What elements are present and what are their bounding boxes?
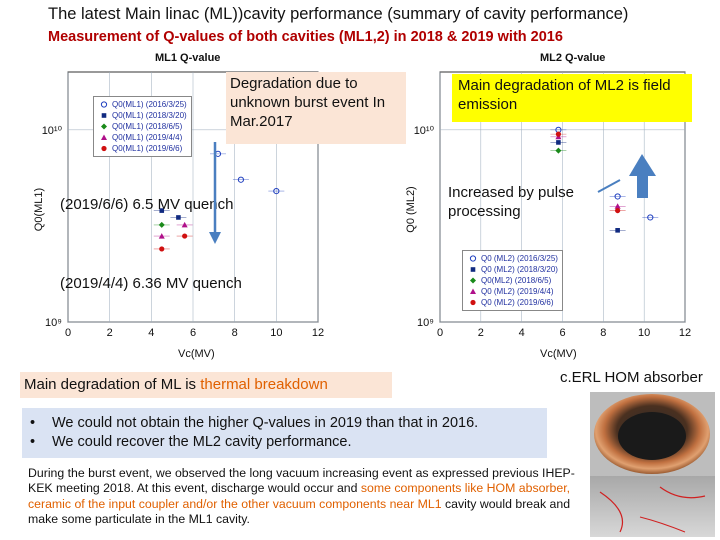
hom-absorber-label: c.ERL HOM absorber: [560, 369, 703, 386]
data-point: [615, 207, 621, 214]
data-point: [237, 176, 245, 183]
y-tick-label: 10⁹: [45, 317, 62, 329]
field-emission-callout: Main degradation of ML2 is field emissio…: [452, 74, 692, 122]
slide-title: The latest Main linac (ML))cavity perfor…: [48, 5, 629, 23]
legend-marker: [470, 267, 476, 272]
legend-entry: Q0(ML1) (2018/3/20): [98, 110, 187, 121]
x-tick-label: 2: [478, 327, 484, 339]
x-tick-label: 6: [190, 327, 196, 339]
legend-label: Q0 (ML2) (2019/4/4): [481, 287, 554, 296]
x-tick-label: 10: [270, 327, 282, 339]
legend-entry: Q0 (ML2) (2018/3/20): [467, 264, 558, 275]
thermal-breakdown-callout: Main degradation of ML is thermal breakd…: [20, 372, 392, 398]
slide-subtitle: Measurement of Q-values of both cavities…: [48, 29, 563, 45]
legend-marker-icon: [101, 123, 107, 130]
data-point: [615, 228, 620, 233]
data-point: [159, 246, 165, 252]
data-point: [182, 233, 188, 239]
y-tick-label: 10¹⁰: [42, 125, 63, 137]
y-axis-label: Q0(ML1): [33, 188, 45, 231]
ml1-x-label: Vc(MV): [178, 348, 215, 360]
legend-marker-icon: [470, 267, 476, 272]
legend-marker-icon: [469, 255, 477, 262]
x-tick-label: 8: [600, 327, 606, 339]
ml2-chart-title: ML2 Q-value: [540, 52, 606, 64]
legend-marker: [100, 101, 108, 108]
legend-entry: Q0(ML1) (2019/6/6): [98, 143, 187, 154]
legend-marker-icon: [470, 299, 476, 306]
legend-entry: Q0 (ML2) (2019/4/4): [467, 286, 558, 297]
data-point: [556, 140, 561, 145]
legend-marker-icon: [101, 134, 107, 140]
legend-marker-icon: [470, 277, 476, 284]
bullet-item: • We could not obtain the higher Q-values…: [30, 415, 479, 431]
legend-entry: Q0 (ML2) (2019/6/6): [467, 297, 558, 308]
x-tick-label: 4: [519, 327, 525, 339]
bullet-item: • We could recover the ML2 cavity perform…: [30, 434, 352, 450]
x-tick-label: 8: [232, 327, 238, 339]
legend-marker: [469, 255, 477, 262]
data-point: [158, 221, 165, 228]
data-point: [555, 131, 562, 137]
data-point: [273, 187, 280, 195]
legend-label: Q0(ML1) (2019/4/4): [112, 133, 183, 142]
summary-bullets: • We could not obtain the higher Q-values…: [22, 408, 547, 458]
data-point: [614, 193, 621, 200]
legend-entry: Q0(ML2) (2018/6/5): [467, 275, 558, 286]
data-point: [555, 147, 562, 154]
burst-event-paragraph: During the burst event, we observed the …: [28, 466, 575, 527]
ml2-legend: Q0 (ML2) (2016/3/25) Q0 (ML2) (2018/3/20)…: [462, 250, 563, 311]
quench-2019-6-6-label: (2019/6/6) 6.5 MV quench: [60, 196, 234, 213]
pulse-processing-label: Increased by pulse processing: [448, 184, 574, 220]
legend-marker: [470, 299, 476, 306]
legend-entry: Q0(ML1) (2018/6/5): [98, 121, 187, 132]
data-point: [176, 215, 181, 220]
data-point: [647, 214, 654, 221]
data-point: [158, 233, 165, 239]
burst-event-callout: Degradation due to unknown burst event I…: [226, 72, 406, 144]
data-point: [614, 203, 621, 209]
x-tick-label: 12: [312, 327, 324, 339]
y-tick-label: 10⁹: [417, 317, 434, 329]
legend-marker: [101, 123, 107, 130]
data-point: [159, 208, 165, 213]
legend-marker-icon: [101, 145, 107, 152]
quench-2019-4-4-label: (2019/4/4) 6.36 MV quench: [60, 275, 242, 292]
thermal-breakdown-prefix: Main degradation of ML is: [24, 376, 201, 393]
legend-entry: Q0(ML1) (2016/3/25): [98, 99, 187, 110]
x-tick-label: 12: [679, 327, 691, 339]
legend-marker: [101, 145, 107, 152]
legend-marker-icon: [470, 288, 476, 294]
ml1-chart-title: ML1 Q-value: [155, 52, 221, 64]
legend-label: Q0 (ML2) (2018/3/20): [481, 265, 558, 274]
ml1-legend: Q0(ML1) (2016/3/25) Q0(ML1) (2018/3/20) Q0…: [93, 96, 192, 157]
legend-label: Q0 (ML2) (2016/3/25): [481, 254, 558, 263]
legend-marker-icon: [101, 113, 107, 118]
x-tick-label: 0: [65, 327, 71, 339]
legend-label: Q0(ML1) (2018/6/5): [112, 122, 183, 131]
hom-absorber-photo: [590, 392, 715, 537]
thermal-breakdown-highlight: thermal breakdown: [200, 376, 328, 393]
legend-marker: [470, 277, 476, 284]
y-tick-label: 10¹⁰: [414, 125, 435, 137]
ml2-x-label: Vc(MV): [540, 348, 577, 360]
x-tick-label: 0: [437, 327, 443, 339]
legend-entry: Q0 (ML2) (2016/3/25): [467, 253, 558, 264]
x-tick-label: 10: [638, 327, 650, 339]
x-tick-label: 2: [107, 327, 113, 339]
legend-entry: Q0(ML1) (2019/4/4): [98, 132, 187, 143]
legend-marker: [470, 288, 476, 294]
data-point: [181, 221, 188, 228]
legend-label: Q0(ML1) (2018/3/20): [112, 111, 187, 120]
legend-label: Q0 (ML2) (2019/6/6): [481, 298, 554, 307]
x-tick-label: 4: [148, 327, 154, 339]
y-axis-label: Q0 (ML2): [405, 186, 417, 232]
legend-marker: [101, 134, 107, 140]
legend-label: Q0(ML1) (2019/6/6): [112, 144, 183, 153]
x-tick-label: 6: [559, 327, 565, 339]
legend-marker-icon: [100, 101, 108, 108]
legend-label: Q0(ML1) (2016/3/25): [112, 100, 187, 109]
legend-marker: [101, 113, 107, 118]
legend-label: Q0(ML2) (2018/6/5): [481, 276, 552, 285]
